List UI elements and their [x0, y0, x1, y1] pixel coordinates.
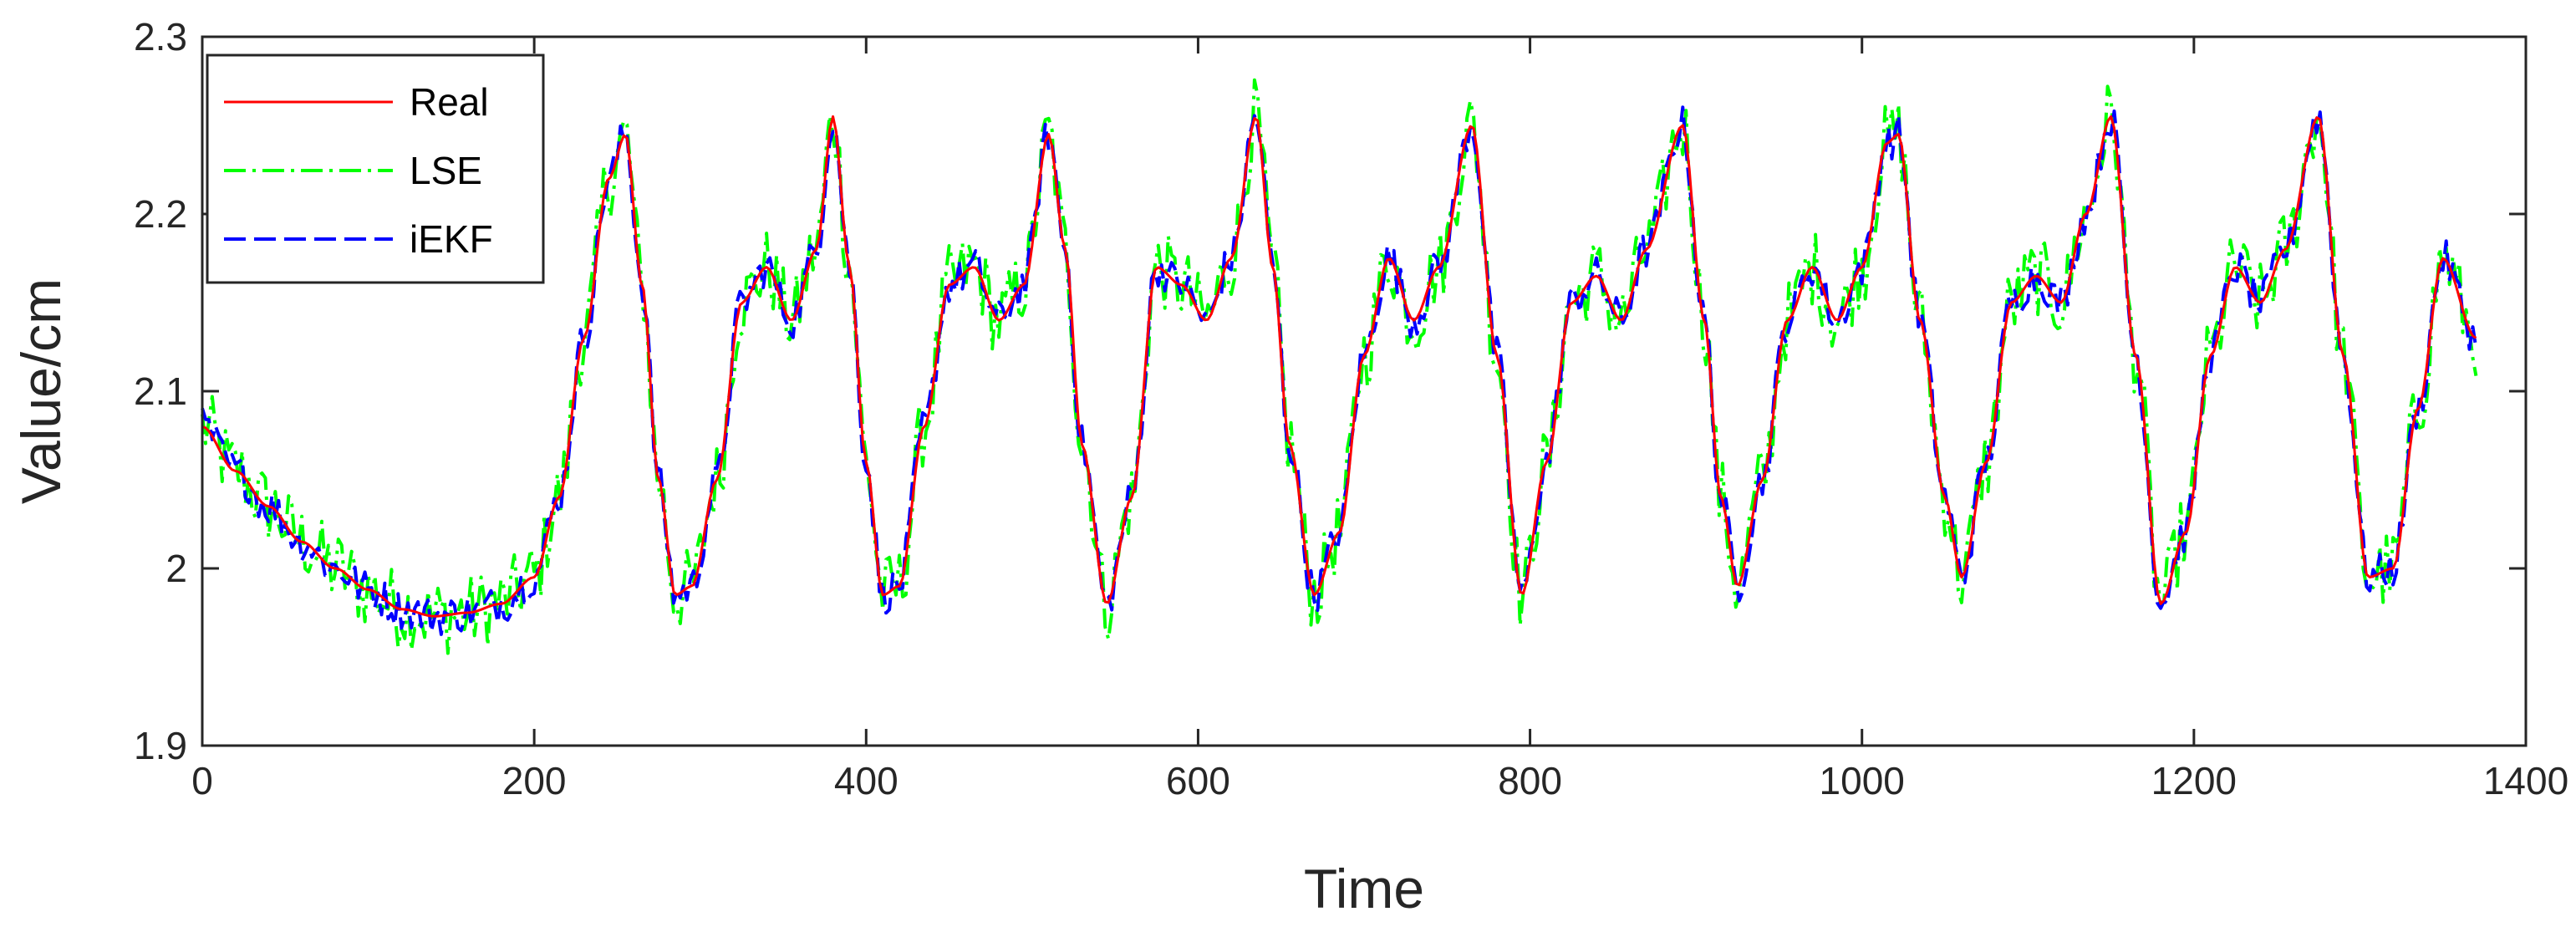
y-tick-label: 2.2: [134, 192, 187, 236]
y-axis-title: Value/cm: [10, 278, 72, 504]
x-tick-label: 1000: [1820, 759, 1905, 802]
y-tick-label: 1.9: [134, 724, 187, 767]
y-tick-label: 2: [165, 547, 187, 590]
y-tick-label: 2.3: [134, 15, 187, 59]
series-line-iekf: [201, 105, 2478, 636]
series-layer: [201, 78, 2478, 655]
x-axis-title: Time: [1304, 858, 1424, 919]
legend-label-iekf: iEKF: [410, 217, 493, 261]
legend-box: [206, 53, 545, 284]
legend-label-real: Real: [410, 80, 489, 124]
legend-label-lse: LSE: [410, 149, 482, 192]
plot-background: [202, 37, 2526, 746]
x-tick-label: 400: [834, 759, 899, 802]
x-tick-label: 1200: [2151, 759, 2237, 802]
x-tick-label: 1400: [2483, 759, 2568, 802]
series-line-real: [201, 115, 2477, 618]
legend: Real LSE iEKF: [206, 53, 545, 284]
y-tick-label: 2.1: [134, 369, 187, 413]
x-tick-label: 600: [1166, 759, 1230, 802]
x-tick-label: 800: [1498, 759, 1562, 802]
ticks-layer: 0 200 400 600 800 1000 1200 1400 1.9 2 2.1 2.2 2.3: [134, 15, 2568, 802]
x-tick-label: 0: [191, 759, 213, 802]
x-tick-label: 200: [502, 759, 567, 802]
series-line-lse: [201, 78, 2478, 655]
